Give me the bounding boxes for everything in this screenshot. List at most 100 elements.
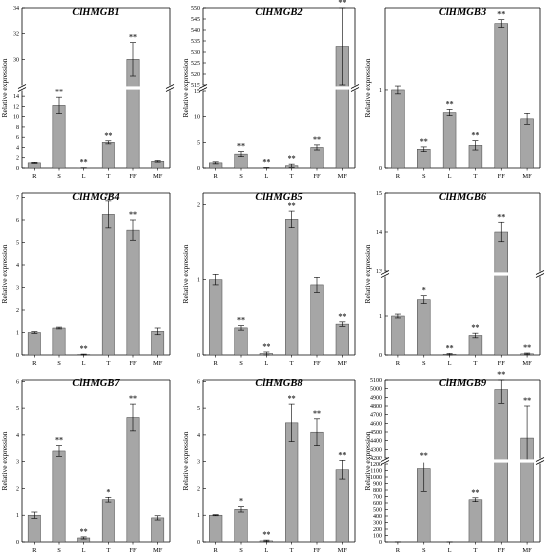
y-tick-label: 100 xyxy=(373,534,382,540)
x-tick-label: MF xyxy=(522,173,532,180)
significance-label: ** xyxy=(237,142,245,151)
axis-break-gap xyxy=(536,458,544,464)
bar-S xyxy=(234,509,248,543)
x-tick-label: S xyxy=(239,173,243,180)
y-tick-label: 1 xyxy=(16,513,19,519)
x-tick-label: R xyxy=(396,547,401,554)
axis-break-mark xyxy=(198,87,208,92)
significance-label: ** xyxy=(129,210,137,219)
significance-label: ** xyxy=(104,191,112,200)
y-tick-label: 2 xyxy=(16,486,19,492)
significance-label: ** xyxy=(104,131,112,140)
y-tick-label: 0 xyxy=(197,353,200,359)
y-tick-label: 4 xyxy=(16,263,19,269)
x-tick-label: R xyxy=(32,173,37,180)
x-tick-label: S xyxy=(422,360,426,367)
y-tick-label: 200 xyxy=(373,527,382,533)
x-tick-label: L xyxy=(82,173,86,180)
x-tick-label: FF xyxy=(498,547,506,554)
x-tick-label: MF xyxy=(522,360,532,367)
x-tick-label: R xyxy=(213,360,218,367)
y-tick-label: 14 xyxy=(376,230,382,236)
bar-L xyxy=(442,112,457,169)
significance-label: ** xyxy=(55,87,63,96)
panel-title: ClHMGB6 xyxy=(439,192,487,203)
y-axis-label: Relative expression xyxy=(181,244,190,303)
significance-label: ** xyxy=(262,342,270,351)
y-tick-label: 5 xyxy=(16,406,19,412)
significance-label: ** xyxy=(237,316,245,325)
y-tick-label: 0 xyxy=(379,540,382,546)
y-tick-label: 4 xyxy=(16,145,19,151)
y-tick-label: 700 xyxy=(373,495,382,501)
panel-7: 0 1 2 3 4 5 6 ClHMGB7 Relative expression R ** S ** L… xyxy=(0,378,171,554)
x-tick-label: MF xyxy=(153,547,163,554)
significance-label: ** xyxy=(338,450,346,459)
panel-6: 0 1 13 14 15 ClHMGB6 Relative expression R * S ** L… xyxy=(363,191,545,367)
bar-FF xyxy=(310,147,324,169)
y-tick-label: 15 xyxy=(194,89,200,95)
x-tick-label: S xyxy=(57,547,61,554)
x-tick-label: MF xyxy=(338,547,348,554)
y-tick-label: 1 xyxy=(197,278,200,284)
axis-break-mark xyxy=(380,457,390,462)
x-tick-label: T xyxy=(473,173,477,180)
y-tick-label: 530 xyxy=(191,50,200,56)
x-tick-label: T xyxy=(473,360,477,367)
y-tick-label: 600 xyxy=(373,501,382,507)
bar-T xyxy=(101,214,115,356)
significance-label: ** xyxy=(338,0,346,7)
panel-1: 0 2 4 6 8 10 12 14 30 32 34 ClHMGB1 Relative express… xyxy=(0,6,175,180)
significance-label: ** xyxy=(523,396,531,405)
significance-label: ** xyxy=(288,201,296,210)
bar-MF xyxy=(335,323,349,356)
y-tick-label: 4200 xyxy=(370,456,382,462)
x-tick-label: FF xyxy=(129,547,137,554)
panel-4: 0 1 2 3 4 5 6 7 ClHMGB4 Relative expression R S ** L *… xyxy=(0,191,171,367)
bar-T xyxy=(101,499,115,543)
significance-label: ** xyxy=(80,344,88,353)
y-tick-label: 515 xyxy=(191,83,200,89)
y-tick-label: 545 xyxy=(191,17,200,23)
bar-MF xyxy=(335,469,349,543)
significance-label: ** xyxy=(262,157,270,166)
significance-label: * xyxy=(106,487,110,496)
y-tick-label: 3 xyxy=(16,460,19,466)
significance-label: ** xyxy=(288,394,296,403)
x-tick-label: MF xyxy=(338,173,348,180)
y-tick-label: 400 xyxy=(373,514,382,520)
significance-label: ** xyxy=(80,527,88,536)
y-tick-label: 1000 xyxy=(370,475,382,481)
bar-FF xyxy=(126,417,140,543)
bar-T xyxy=(468,499,483,543)
y-tick-label: 10 xyxy=(194,115,200,121)
y-axis-label: Relative expression xyxy=(363,244,372,303)
y-tick-label: 535 xyxy=(191,39,200,45)
y-tick-label: 0 xyxy=(379,166,382,172)
x-tick-label: S xyxy=(422,547,426,554)
y-tick-label: 5 xyxy=(197,140,200,146)
y-tick-label: 4600 xyxy=(370,421,382,427)
significance-label: ** xyxy=(55,436,63,445)
bar-R xyxy=(27,514,41,543)
axis-break-gap xyxy=(351,85,359,91)
axis-break-mark xyxy=(535,460,545,465)
panel-title: ClHMGB4 xyxy=(72,192,119,203)
bar-S xyxy=(52,105,66,169)
bar-R xyxy=(209,279,223,356)
y-tick-label: 4500 xyxy=(370,430,382,436)
y-tick-label: 4800 xyxy=(370,404,382,410)
x-tick-label: S xyxy=(57,360,61,367)
y-tick-label: 300 xyxy=(373,521,382,527)
x-tick-label: R xyxy=(396,173,401,180)
bar-R xyxy=(209,514,223,543)
y-axis-label: Relative expression xyxy=(0,58,9,117)
significance-label: ** xyxy=(262,530,270,539)
bar-R xyxy=(391,89,405,169)
y-tick-label: 34 xyxy=(13,6,19,12)
y-tick-label: 2 xyxy=(16,156,19,162)
axis-break-mark xyxy=(535,457,545,462)
x-tick-label: FF xyxy=(313,360,321,367)
